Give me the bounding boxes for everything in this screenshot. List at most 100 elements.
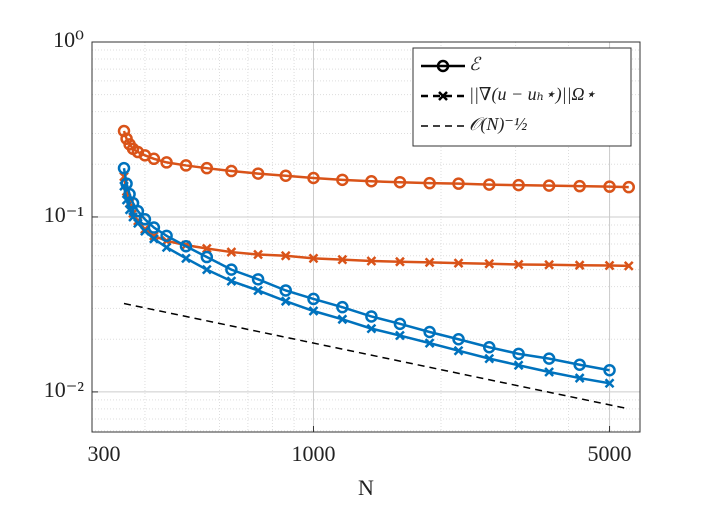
marker	[542, 352, 556, 365]
marker-cross	[366, 256, 377, 266]
marker	[604, 378, 615, 389]
marker	[574, 373, 585, 383]
marker	[117, 124, 131, 138]
marker-cross	[513, 259, 524, 270]
marker-cross	[544, 259, 555, 270]
marker-cross	[280, 296, 291, 307]
marker	[138, 213, 152, 226]
marker	[544, 259, 555, 270]
x-tick-label: 5000	[588, 441, 632, 466]
marker	[119, 181, 129, 192]
marker	[308, 253, 319, 264]
marker	[623, 261, 634, 271]
marker-cross	[366, 323, 377, 334]
marker	[225, 164, 238, 178]
marker	[117, 161, 131, 175]
marker	[453, 258, 464, 268]
marker-cross	[424, 257, 435, 268]
marker-cross	[124, 204, 135, 215]
x-tick-label: 300	[88, 441, 121, 466]
marker	[424, 257, 435, 268]
marker-cross	[226, 276, 237, 286]
marker-cross	[513, 360, 524, 371]
x-axis-label: N	[358, 475, 374, 500]
marker	[423, 325, 436, 339]
marker-cross	[337, 314, 348, 325]
y-tick-label: 10⁻²	[44, 377, 85, 402]
marker	[436, 59, 450, 73]
marker	[131, 204, 145, 218]
marker	[133, 218, 143, 229]
marker	[179, 159, 193, 172]
marker	[140, 226, 150, 236]
marker	[484, 353, 495, 364]
marker	[395, 330, 405, 341]
marker	[160, 229, 173, 243]
marker	[438, 91, 448, 101]
marker-cross	[453, 345, 464, 356]
marker	[513, 360, 524, 371]
marker	[512, 347, 525, 361]
marker	[393, 175, 407, 189]
legend-label: ||∇(u − uₕ⋆)||Ω⋆	[469, 84, 596, 105]
marker	[131, 145, 145, 159]
marker	[226, 276, 237, 286]
y-tick-label: 10⁰	[53, 27, 84, 52]
marker	[337, 314, 348, 325]
marker	[121, 195, 132, 205]
marker	[574, 260, 585, 271]
plot-frame	[91, 41, 641, 433]
marker-cross	[149, 233, 159, 244]
marker	[365, 310, 378, 323]
marker	[573, 179, 586, 193]
marker	[453, 345, 464, 356]
marker-cross	[438, 91, 448, 101]
marker	[512, 178, 525, 192]
marker	[604, 260, 615, 271]
marker-cross	[140, 226, 150, 236]
marker-cross	[623, 261, 634, 271]
marker	[337, 254, 348, 265]
marker	[226, 247, 237, 257]
marker	[573, 358, 586, 371]
marker-cross	[604, 260, 615, 271]
marker	[147, 152, 161, 166]
marker	[542, 179, 556, 192]
marker	[423, 176, 436, 190]
marker-cross	[604, 378, 615, 389]
marker	[200, 161, 214, 175]
marker	[452, 177, 465, 190]
marker	[149, 233, 159, 244]
marker-cross	[201, 243, 212, 254]
marker	[251, 167, 265, 180]
marker	[308, 306, 319, 316]
marker	[160, 156, 173, 169]
marker	[483, 178, 496, 191]
marker	[181, 253, 191, 264]
marker-cross	[181, 253, 191, 264]
marker-cross	[121, 195, 132, 205]
marker	[365, 174, 378, 188]
marker	[424, 338, 435, 349]
marker-cross	[453, 258, 464, 268]
marker-cross	[574, 260, 585, 271]
marker-cross	[544, 367, 555, 377]
y-tick-label: 10⁻¹	[44, 202, 84, 227]
marker	[201, 264, 212, 275]
marker-cross	[253, 249, 263, 260]
marker	[336, 173, 349, 187]
marker-cross	[395, 330, 405, 341]
marker-cross	[253, 285, 263, 296]
marker	[280, 296, 291, 307]
legend: ℰ ||∇(u − uₕ⋆)||Ω⋆ 𝒪(N)⁻½	[412, 47, 632, 147]
marker	[483, 340, 496, 354]
marker-cross	[574, 373, 585, 383]
marker-cross	[337, 254, 348, 265]
marker	[161, 242, 172, 253]
marker	[253, 249, 263, 260]
marker	[280, 250, 291, 261]
legend-label: ℰ	[469, 54, 482, 74]
marker	[513, 259, 524, 270]
marker	[366, 323, 377, 334]
